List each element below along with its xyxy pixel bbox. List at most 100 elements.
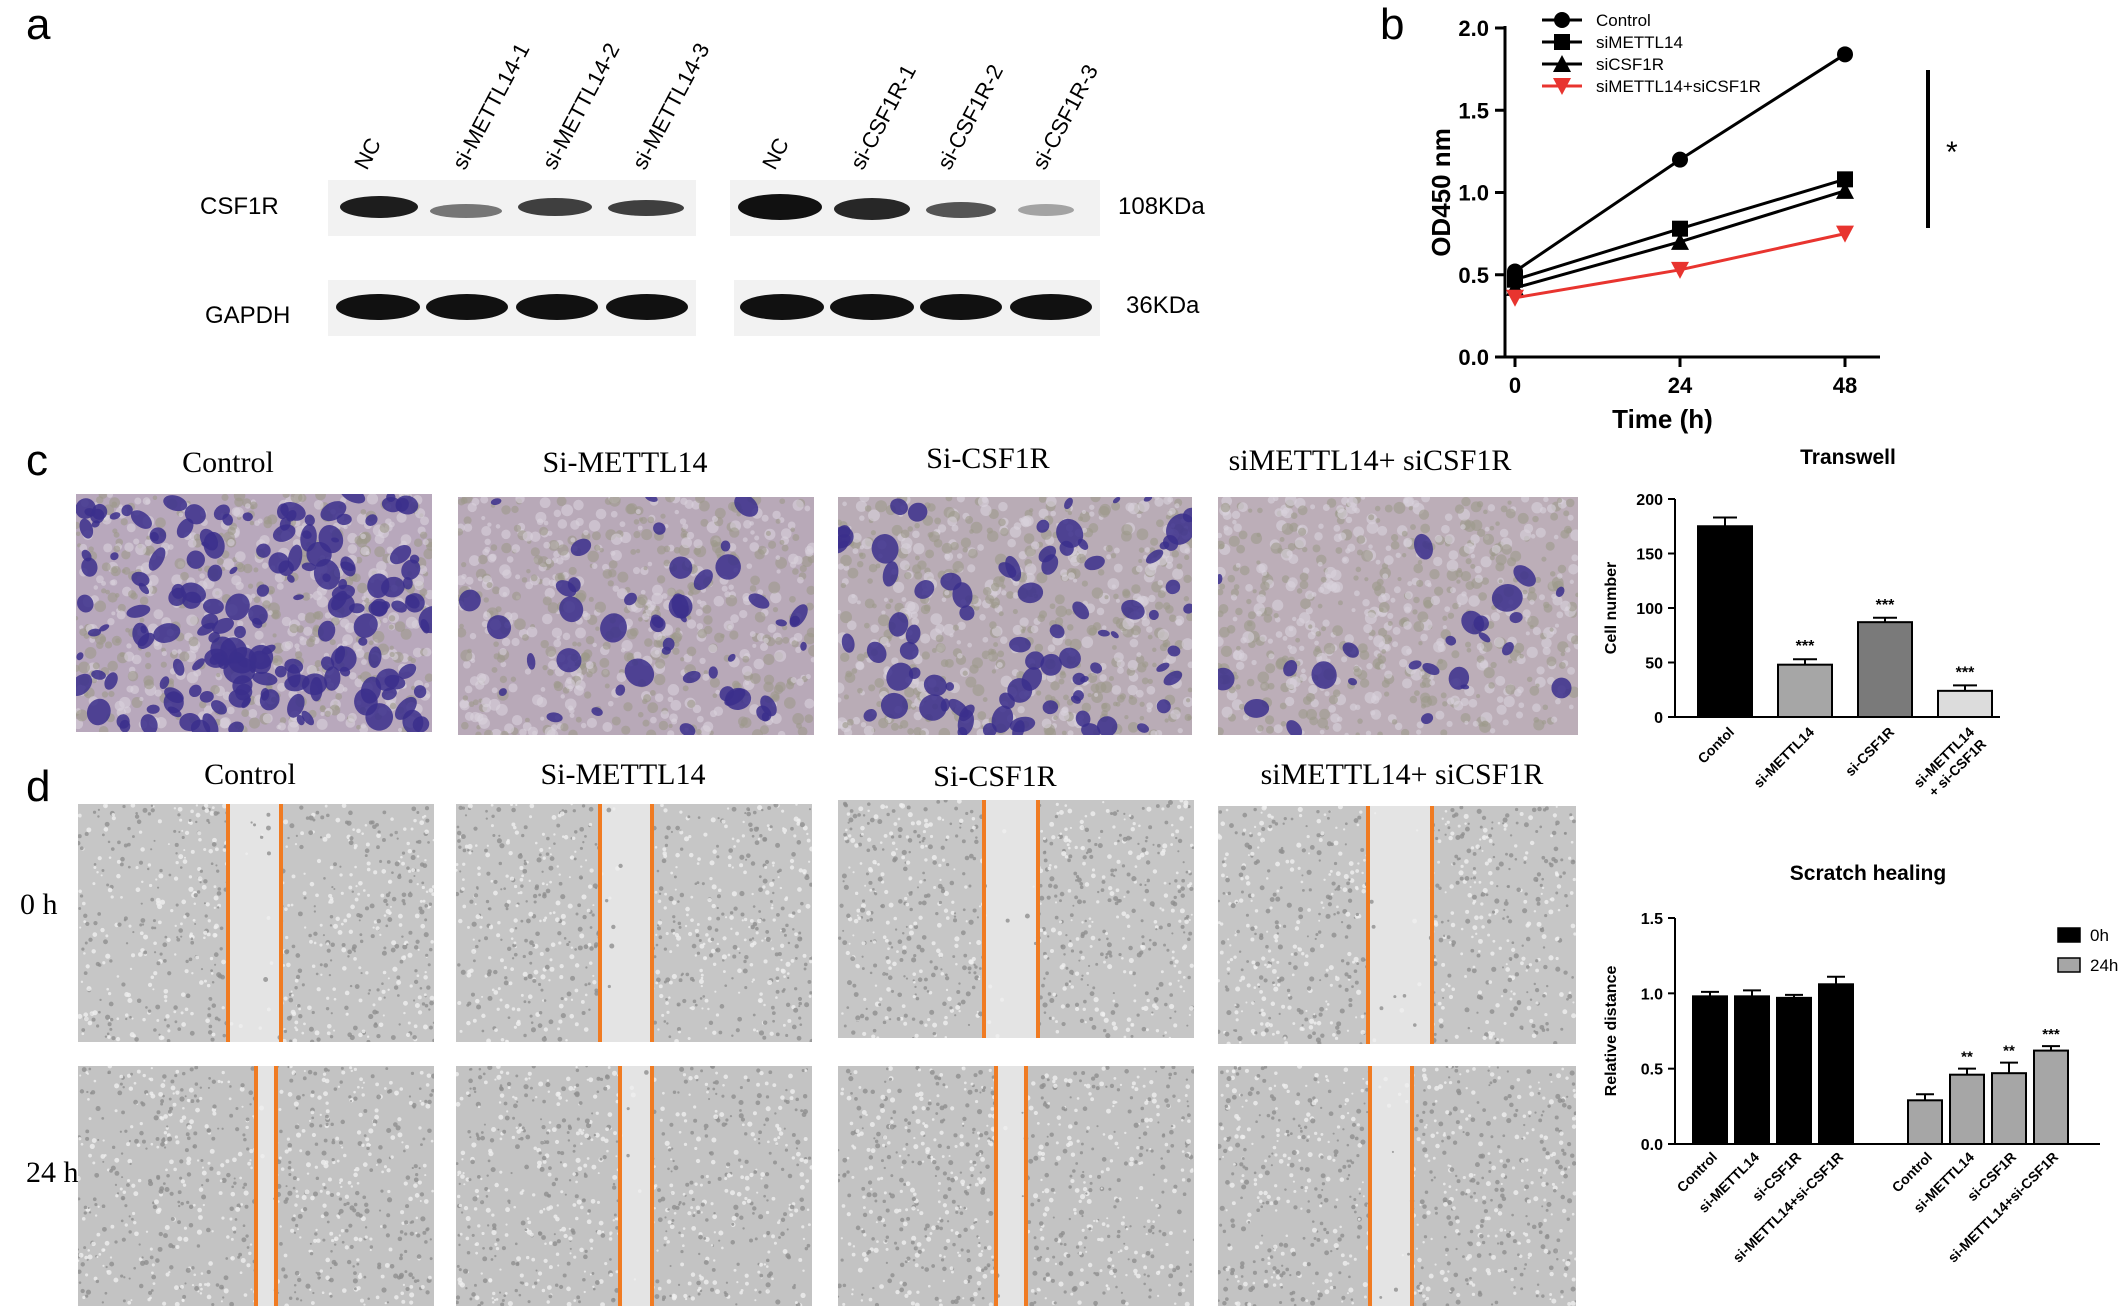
bar — [1734, 995, 1770, 1145]
y-tick-label: 150 — [1636, 547, 1663, 564]
bar — [1937, 689, 1993, 718]
legend-label: siMETTL14 — [1596, 33, 1683, 52]
y-tick-label: 0.5 — [1458, 263, 1489, 288]
legend-marker — [1553, 78, 1571, 95]
significance-mark: ** — [2003, 1043, 2015, 1060]
scratch-image — [78, 1066, 434, 1306]
y-tick-label: 1.0 — [1458, 181, 1489, 206]
condition-label: Control — [204, 758, 296, 791]
transwell-image — [838, 497, 1192, 735]
significance-mark: *** — [1956, 664, 1975, 681]
y-axis-label: Cell number — [1603, 562, 1620, 654]
data-point — [1671, 261, 1689, 279]
time-label-0h: 0 h — [20, 888, 58, 921]
legend-label: 24h — [2090, 956, 2118, 975]
time-label-24h: 24 h — [26, 1156, 79, 1189]
x-tick-label: 48 — [1833, 373, 1857, 398]
protein-label-csf1r: CSF1R — [200, 193, 279, 220]
y-tick-label: 0.0 — [1641, 1137, 1663, 1154]
y-tick-label: 50 — [1645, 656, 1663, 673]
legend-label: Control — [1596, 11, 1651, 30]
scratch-image — [456, 804, 812, 1042]
y-tick-label: 2.0 — [1458, 16, 1489, 41]
transwell-image — [458, 497, 814, 735]
lane-label: si-CSF1R-2 — [932, 60, 1009, 174]
bar — [1857, 621, 1913, 718]
scratch-image — [1218, 806, 1576, 1044]
y-tick-label: 0 — [1654, 710, 1663, 727]
legend-marker — [1553, 55, 1571, 72]
growth-curve-chart: 0.0 0.5 1.0 1.5 2.0 0 24 48 Time (h) OD450 nm Cont… — [1426, 11, 1958, 434]
data-point — [1672, 151, 1688, 168]
legend-marker — [1554, 34, 1570, 50]
legend-label: siCSF1R — [1596, 55, 1664, 74]
y-axis-label: Relative distance — [1603, 966, 1620, 1097]
scratch-healing-bar-chart: Scratch healing 0.0 0.5 1.0 1.5 Relative dist… — [1603, 862, 2118, 1265]
bar — [2033, 1049, 2069, 1145]
legend-label: 0h — [2090, 926, 2109, 945]
protein-label-gapdh: GAPDH — [205, 302, 291, 329]
condition-label: Si-CSF1R — [933, 760, 1057, 793]
y-tick-label: 100 — [1636, 601, 1663, 618]
x-tick-label: 0 — [1509, 373, 1521, 398]
lane-label: si-METTL14-3 — [627, 38, 715, 174]
significance-mark: * — [1946, 136, 1958, 169]
bar — [1776, 996, 1812, 1145]
blot-gapdh-right — [734, 280, 1100, 336]
x-axis-label: Time (h) — [1612, 404, 1713, 434]
significance-mark: ** — [1961, 1049, 1973, 1066]
x-tick-label: 24 — [1668, 373, 1693, 398]
scratch-image — [456, 1066, 812, 1306]
bar — [1949, 1073, 1985, 1145]
x-tick-label: si-CSF1R — [1842, 724, 1897, 779]
panel-label-d: d — [26, 762, 51, 811]
lane-label: si-METTL14-2 — [537, 38, 625, 174]
lane-label: si-CSF1R-3 — [1027, 60, 1104, 174]
y-tick-label: 1.0 — [1641, 986, 1663, 1003]
blot-csf1r-right — [730, 180, 1100, 236]
y-tick-label: 200 — [1636, 492, 1663, 509]
panel-label-b: b — [1380, 0, 1405, 49]
lane-label: si-METTL14-1 — [447, 38, 535, 174]
lane-label: si-CSF1R-1 — [845, 60, 922, 174]
data-point — [1837, 171, 1853, 188]
data-point — [1837, 46, 1853, 63]
scratch-image — [1218, 1066, 1576, 1306]
legend-swatch — [2057, 927, 2081, 943]
bar — [1692, 995, 1728, 1145]
bar — [1907, 1099, 1943, 1146]
bar — [1818, 983, 1854, 1145]
significance-mark: *** — [1876, 597, 1895, 614]
y-tick-label: 0.5 — [1641, 1062, 1663, 1079]
legend-label: siMETTL14+siCSF1R — [1596, 77, 1761, 96]
data-point — [1672, 220, 1688, 237]
data-point — [1836, 225, 1854, 243]
panel-label-c: c — [26, 436, 48, 485]
significance-mark: *** — [2042, 1026, 2060, 1043]
x-tick-label: si-METTL14+ si-CSF1R — [1910, 724, 1989, 803]
chart-title: Scratch healing — [1790, 862, 1946, 885]
y-tick-label: 0.0 — [1458, 345, 1489, 370]
size-label-36kda: 36KDa — [1126, 292, 1200, 319]
panel-label-a: a — [26, 0, 51, 49]
bar — [1777, 663, 1833, 718]
lane-label: NC — [757, 133, 795, 174]
lane-label: NC — [349, 133, 387, 174]
bar — [1697, 525, 1753, 718]
size-label-108kda: 108KDa — [1118, 193, 1205, 220]
scratch-image — [838, 800, 1194, 1038]
bar — [1991, 1072, 2027, 1145]
significance-mark: *** — [1796, 638, 1815, 655]
condition-label: siMETTL14+ siCSF1R — [1260, 758, 1544, 791]
scratch-image — [78, 804, 434, 1042]
condition-label: Control — [182, 446, 274, 479]
condition-label: Si-METTL14 — [540, 758, 706, 791]
data-point — [1506, 289, 1524, 307]
chart-title: Transwell — [1800, 446, 1896, 469]
blot-csf1r-left — [328, 180, 696, 236]
y-axis-label: OD450 nm — [1426, 128, 1456, 257]
x-tick-label: si-METTL14 — [1750, 724, 1817, 791]
scratch-image — [838, 1066, 1194, 1306]
data-point — [1836, 181, 1854, 199]
blot-gapdh-left — [328, 280, 696, 336]
